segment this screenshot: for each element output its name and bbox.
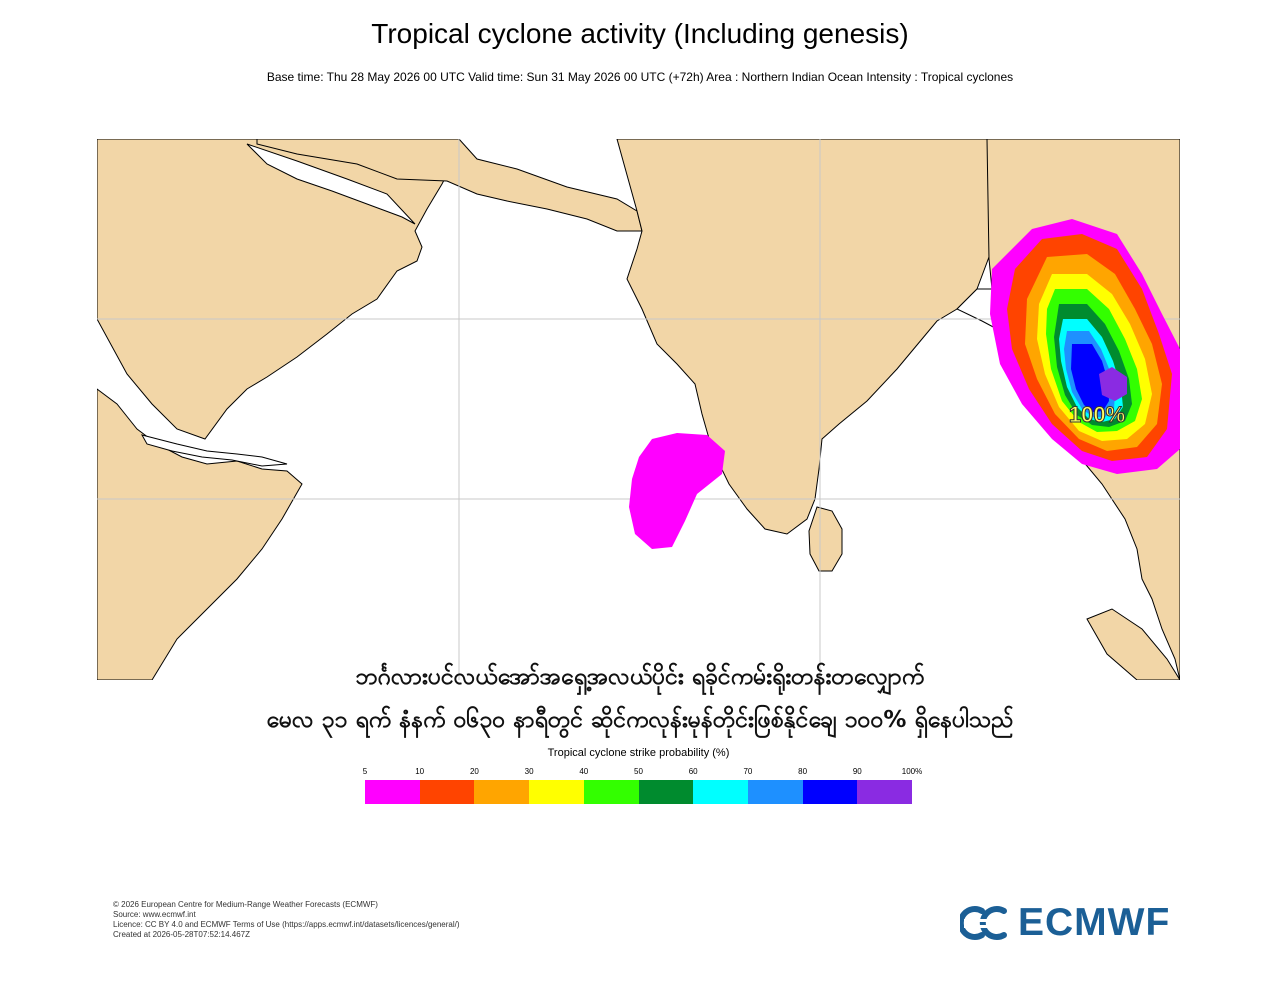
legend-tick-label: 40: [579, 767, 589, 776]
max-probability-label: 100%: [1069, 402, 1125, 427]
ecmwf-logo-icon: [960, 906, 1010, 940]
legend-color-cell: [638, 780, 694, 804]
footer-created: Created at 2026-05-28T07:52:14.467Z: [113, 930, 250, 939]
legend-tick-label: 60: [688, 767, 698, 776]
legend-tick-label: 30: [524, 767, 534, 776]
legend-color-cell: [747, 780, 803, 804]
bay-of-bengal-probability-swath: 100%: [990, 219, 1180, 474]
legend-tick-label: 10: [415, 767, 425, 776]
persian-gulf: [246, 143, 416, 225]
footer-source: Source: www.ecmwf.int: [113, 910, 196, 919]
footer-credits: © 2026 European Centre for Medium-Range …: [113, 900, 460, 940]
legend-tick-label: 100%: [901, 767, 923, 776]
legend-color-cell: [857, 780, 913, 804]
legend-color-cell: [802, 780, 858, 804]
chart-subtitle: Base time: Thu 28 May 2026 00 UTC Valid …: [266, 70, 1014, 84]
legend-tick-label: 20: [469, 767, 479, 776]
footer-copyright: © 2026 European Centre for Medium-Range …: [113, 900, 378, 909]
legend-title: Tropical cyclone strike probability (%): [547, 747, 730, 759]
sri-lanka: [808, 506, 843, 572]
iran-pakistan: [256, 139, 643, 232]
gulf-of-aden: [140, 434, 288, 467]
legend-tick-label: 5: [362, 767, 368, 776]
arabian-peninsula: [97, 139, 458, 440]
burmese-caption-line-1: ဘင်္ဂလားပင်လယ်အော်အရှေ့အလယ်ပိုင်း ရခိုင်…: [355, 664, 925, 690]
legend-color-cell: [365, 780, 420, 804]
footer-licence: Licence: CC BY 4.0 and ECMWF Terms of Us…: [113, 920, 460, 929]
ecmwf-logo: ECMWF: [960, 900, 1170, 946]
legend-color-cell: [474, 780, 530, 804]
legend-tick-label: 90: [852, 767, 862, 776]
chart-title: Tropical cyclone activity (Including gen…: [371, 18, 909, 49]
legend-color-cell: [419, 780, 475, 804]
legend-color-bar: [365, 780, 913, 804]
arabian-sea-probability-patch: [629, 433, 725, 549]
sumatra: [1086, 608, 1180, 680]
cyclone-probability-map: 100%: [97, 139, 1180, 680]
legend-color-cell: [583, 780, 639, 804]
legend-tick-label: 80: [798, 767, 808, 776]
legend-tick-label: 50: [634, 767, 643, 776]
legend-tick-label: 70: [743, 767, 753, 776]
legend-color-cell: [693, 780, 748, 804]
india: [616, 139, 998, 535]
legend-color-cell: [529, 780, 584, 804]
burmese-caption-line-2: မေလ ၃၁ ရက် နံနက် ၀၆၃၀ နာရီတွင် ဆိုင်ကလုန…: [266, 707, 1014, 733]
legend-ticks: 5 10 20 30 40 50 60 70 80 90 100%: [362, 767, 922, 779]
ecmwf-logo-text: ECMWF: [1018, 901, 1171, 944]
